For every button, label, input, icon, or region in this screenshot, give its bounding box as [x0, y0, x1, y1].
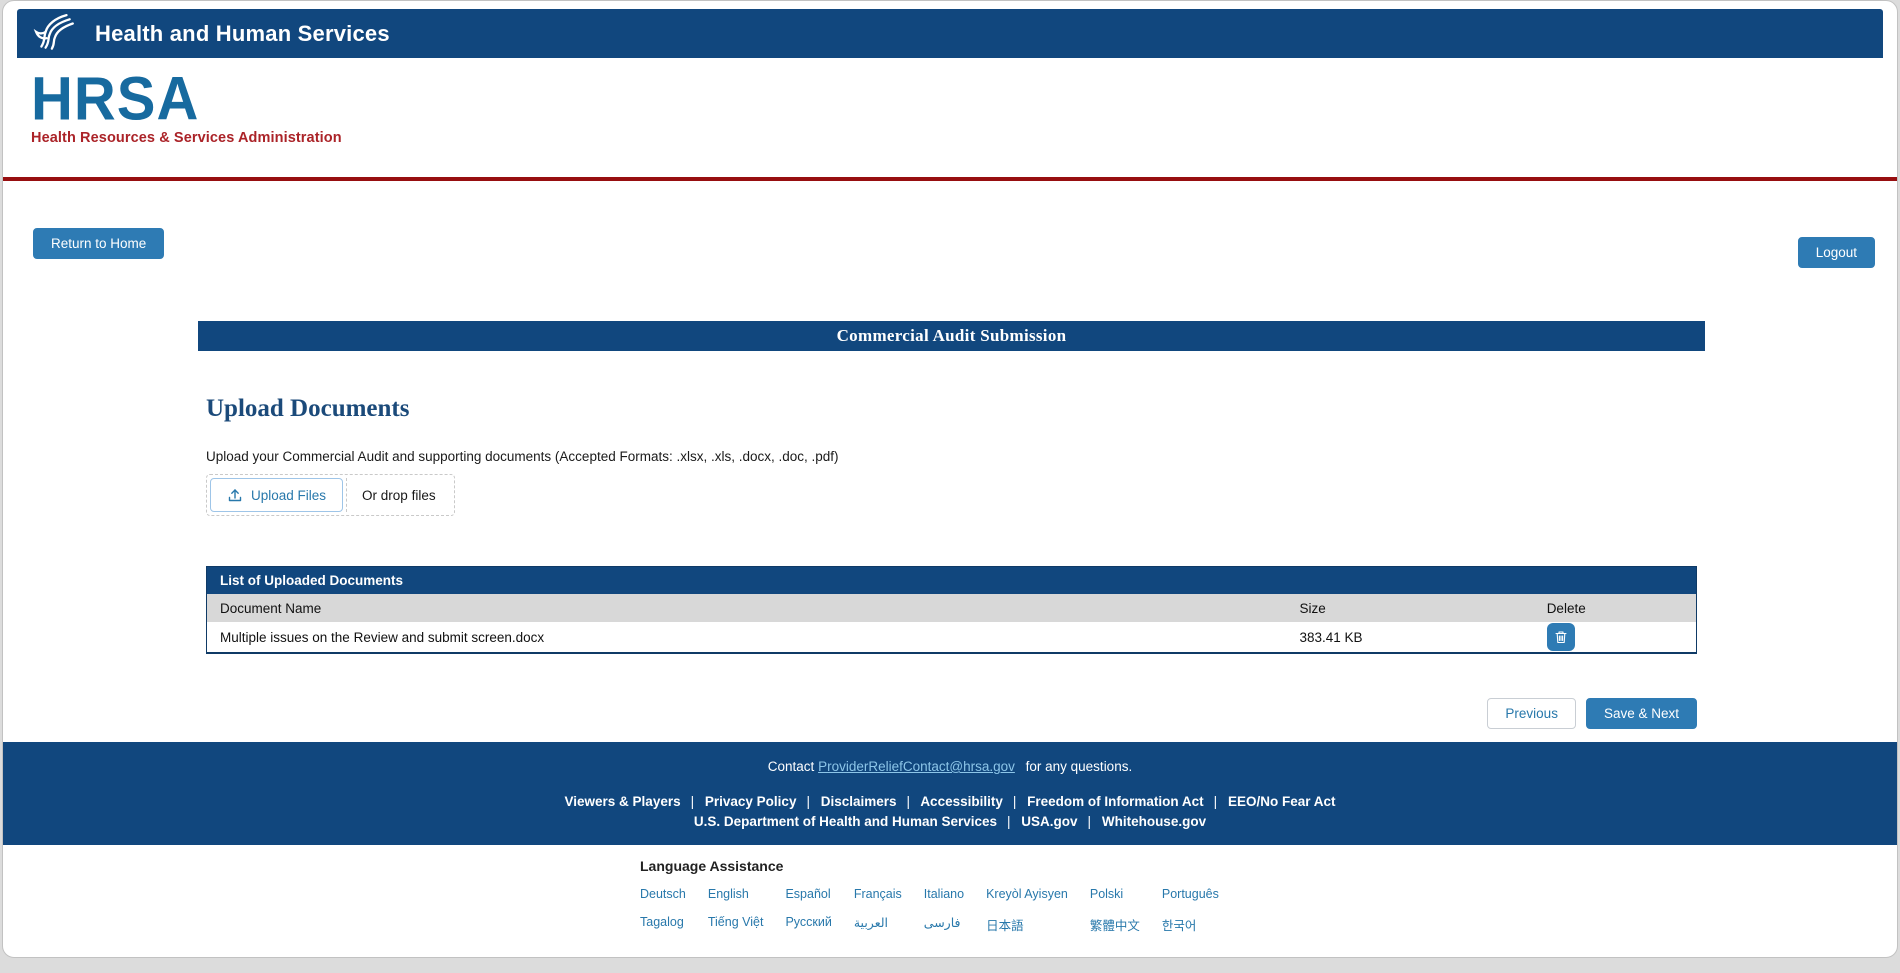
- hhs-title: Health and Human Services: [95, 20, 390, 46]
- language-link[interactable]: Tiếng Việt: [707, 915, 764, 929]
- col-header-document-name: Document Name: [220, 600, 322, 616]
- upload-documents-heading: Upload Documents: [206, 395, 410, 422]
- contact-line: Contact ProviderReliefContact@hrsa.gov f…: [3, 759, 1897, 774]
- footer-link[interactable]: Whitehouse.gov: [1101, 814, 1207, 829]
- language-link[interactable]: English: [707, 887, 749, 901]
- language-link[interactable]: Italiano: [923, 887, 965, 901]
- link-separator: |: [1213, 794, 1218, 809]
- previous-button[interactable]: Previous: [1487, 698, 1576, 729]
- footer-link[interactable]: Privacy Policy: [704, 794, 797, 809]
- hrsa-header: HRSA Health Resources & Services Adminis…: [3, 58, 1897, 177]
- language-link[interactable]: Русский: [785, 915, 832, 929]
- top-toolbar: Return to Home Logout: [33, 228, 1875, 268]
- language-link[interactable]: 日本語: [986, 919, 1024, 933]
- hhs-top-bar: Health and Human Services: [17, 9, 1883, 58]
- upload-files-label: Upload Files: [251, 487, 327, 503]
- footer-link[interactable]: Disclaimers: [820, 794, 897, 809]
- table-row: Multiple issues on the Review and submit…: [207, 622, 1696, 652]
- col-header-delete: Delete: [1546, 600, 1586, 616]
- language-link[interactable]: Português: [1161, 887, 1219, 901]
- link-separator: |: [690, 794, 695, 809]
- main-content: Commercial Audit Submission Upload Docum…: [198, 321, 1705, 729]
- red-divider: [3, 177, 1897, 181]
- language-link[interactable]: Deutsch: [640, 887, 686, 901]
- language-link[interactable]: Polski: [1089, 887, 1124, 901]
- contact-prefix: Contact: [767, 759, 815, 774]
- footer-link[interactable]: USA.gov: [1021, 814, 1078, 829]
- link-separator: |: [906, 794, 911, 809]
- file-dropzone[interactable]: Upload Files Or drop files: [206, 474, 455, 516]
- footer-link[interactable]: Viewers & Players: [564, 794, 681, 809]
- logout-button[interactable]: Logout: [1797, 237, 1875, 268]
- language-link[interactable]: العربية: [853, 916, 889, 930]
- drop-files-label: Or drop files: [346, 478, 451, 512]
- save-next-button[interactable]: Save & Next: [1585, 698, 1697, 729]
- language-assistance-section: Language Assistance Deutsch English Españo…: [3, 845, 1897, 934]
- footer-link[interactable]: Freedom of Information Act: [1027, 794, 1204, 809]
- footer-link[interactable]: Accessibility: [920, 794, 1003, 809]
- link-separator: |: [1012, 794, 1017, 809]
- hrsa-tagline: Health Resources & Services Administrati…: [31, 130, 342, 146]
- trash-icon: [1555, 631, 1567, 644]
- language-link[interactable]: Tagalog: [640, 915, 684, 929]
- language-link[interactable]: فارسی: [923, 916, 961, 930]
- footer-links-row-1: Viewers & Players | Privacy Policy | Discl…: [3, 792, 1897, 812]
- col-header-size: Size: [1299, 600, 1326, 616]
- upload-files-button[interactable]: Upload Files: [210, 478, 344, 512]
- table-header-row: Document Name Size Delete: [207, 594, 1696, 622]
- footer-links-row-2: U.S. Department of Health and Human Serv…: [3, 812, 1897, 832]
- language-link[interactable]: Kreyòl Ayisyen: [986, 887, 1068, 901]
- table-title: List of Uploaded Documents: [207, 567, 1696, 594]
- hrsa-logo: HRSA: [31, 64, 200, 133]
- hhs-eagle-icon: [33, 13, 74, 50]
- section-title-bar: Commercial Audit Submission: [198, 321, 1705, 351]
- footer-link[interactable]: EEO/No Fear Act: [1227, 794, 1336, 809]
- contact-suffix: for any questions.: [1025, 759, 1133, 774]
- document-name-cell: Multiple issues on the Review and submit…: [220, 629, 545, 645]
- language-link[interactable]: Français: [853, 887, 902, 901]
- upload-icon: [228, 489, 242, 502]
- return-home-button[interactable]: Return to Home: [33, 228, 165, 259]
- upload-instructions: Upload your Commercial Audit and support…: [206, 449, 839, 464]
- document-size-cell: 383.41 KB: [1299, 629, 1363, 645]
- language-link[interactable]: 한국어: [1161, 919, 1197, 933]
- delete-document-button[interactable]: [1546, 623, 1575, 651]
- table-body: Multiple issues on the Review and submit…: [207, 622, 1696, 652]
- contact-email-link[interactable]: ProviderReliefContact@hrsa.gov: [818, 759, 1015, 774]
- link-separator: |: [806, 794, 810, 809]
- link-separator: |: [1007, 814, 1011, 829]
- page-footer: Contact ProviderReliefContact@hrsa.gov f…: [3, 742, 1897, 845]
- language-link[interactable]: Español: [785, 887, 831, 901]
- language-assistance-heading: Language Assistance: [640, 858, 784, 874]
- language-links-grid: Deutsch English Español Français Italiano Kre…: [640, 887, 1897, 934]
- uploaded-documents-table: List of Uploaded Documents Document Name…: [206, 566, 1697, 654]
- language-link[interactable]: 繁體中文: [1089, 919, 1140, 933]
- link-separator: |: [1087, 814, 1092, 829]
- footer-link[interactable]: U.S. Department of Health and Human Serv…: [693, 814, 997, 829]
- form-actions: Previous Save & Next: [198, 698, 1697, 729]
